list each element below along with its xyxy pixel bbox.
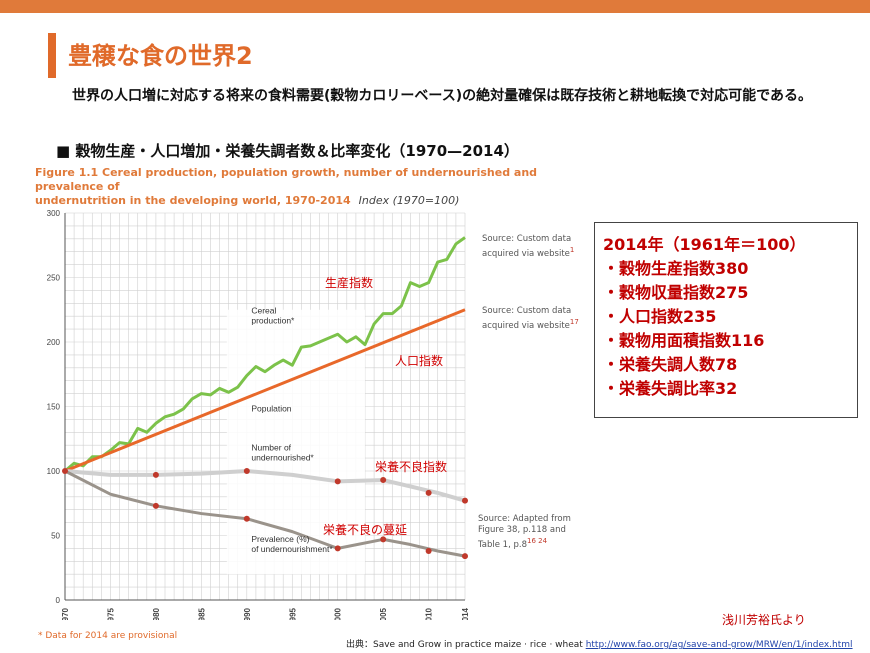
summary-box: 2014年（1961年＝100） ・穀物生産指数380 ・穀物収量指数275 ・… [594, 222, 858, 418]
source-note-production: Source: Custom data acquired via website… [482, 234, 575, 259]
title-accent [48, 33, 56, 78]
data-point [243, 515, 250, 522]
y-tick-label: 300 [47, 209, 61, 218]
source-note-population: Source: Custom data acquired via website… [482, 306, 579, 331]
credit-text: 浅川芳裕氏より [722, 613, 806, 627]
y-tick-label: 50 [51, 532, 60, 541]
x-tick-label: 1990 [243, 607, 252, 620]
x-tick-label: 2010 [425, 607, 434, 620]
index-note: Index (1970=100) [358, 194, 460, 207]
label-prevalence: 栄養不良の蔓延 [323, 523, 408, 537]
summary-item: ・穀物生産指数380 [603, 259, 749, 278]
label-population-index: 人口指数 [395, 354, 444, 368]
data-point [462, 553, 468, 560]
series-line [64, 308, 466, 473]
y-tick-label: 150 [47, 403, 61, 412]
x-tick-label: 1980 [152, 607, 161, 620]
line-chart: 0 50 100 150 200 250 300 1970 1975 1980 1985 1990 19… [47, 209, 470, 620]
data-point [152, 471, 159, 478]
series-line [64, 469, 466, 503]
series-label: Number of undernourished* [251, 442, 314, 462]
section-heading: ■ 穀物生産・人口増加・栄養失調者数＆比率変化（1970—2014） [56, 142, 519, 160]
series-label: Population [251, 404, 291, 414]
data-point [380, 477, 387, 484]
data-point [380, 536, 387, 543]
data-point [62, 468, 68, 474]
y-tick-label: 0 [56, 596, 61, 605]
summary-list: ・穀物生産指数380 ・穀物収量指数275 ・人口指数235 ・穀物用面積指数1… [603, 257, 764, 401]
page-title: 豊穣な食の世界2 [68, 42, 253, 70]
x-tick-label: 2014 [461, 607, 470, 620]
y-tick-label: 200 [47, 338, 61, 347]
data-point [425, 547, 432, 554]
page-subtitle: 世界の人口増に対応する将来の食料需要(穀物カロリーベース)の絶対量確保は既存技術… [72, 88, 812, 104]
source-link[interactable]: http://www.fao.org/ag/save-and-grow/MRW/… [585, 640, 853, 650]
x-tick-label: 2005 [379, 607, 388, 620]
y-tick-label: 100 [47, 467, 61, 476]
figure-title-line2: undernutrition in the developing world, … [35, 194, 351, 207]
source-text: 出典：Save and Grow in practice maize · ric… [346, 640, 583, 650]
summary-heading: 2014年（1961年＝100） [603, 235, 806, 254]
y-tick-label: 250 [47, 274, 61, 283]
summary-item: ・栄養失調人数78 [603, 355, 738, 374]
summary-item: ・栄養失調比率32 [603, 379, 738, 398]
data-point [425, 489, 432, 496]
source-line: 出典：Save and Grow in practice maize · ric… [346, 637, 853, 650]
source-note-undernourishment: Source: Adapted from Figure 38, p.118 an… [478, 514, 571, 550]
data-point [152, 502, 159, 509]
x-tick-label: 1995 [288, 607, 297, 620]
figure-footnote: * Data for 2014 are provisional [38, 631, 178, 641]
data-point [462, 497, 468, 504]
x-tick-label: 1985 [197, 607, 206, 620]
x-tick-label: 1970 [61, 607, 70, 620]
data-point [334, 478, 341, 485]
data-point [334, 545, 341, 552]
summary-item: ・穀物用面積指数116 [603, 331, 765, 350]
x-tick-label: 2000 [334, 607, 343, 620]
series-label: Cereal production* [251, 306, 295, 326]
label-undernourished-index: 栄養不良指数 [375, 460, 448, 474]
series-line [64, 469, 466, 558]
label-backdrop [226, 309, 365, 575]
summary-item: ・人口指数235 [603, 307, 717, 326]
figure-title-line1: Figure 1.1 Cereal production, population… [35, 166, 538, 193]
summary-item: ・穀物収量指数275 [603, 283, 749, 302]
data-point [243, 468, 250, 474]
series-line [64, 236, 466, 473]
label-production-index: 生産指数 [325, 276, 374, 290]
series-label: Prevalence (%) of undernourishment* [251, 534, 333, 554]
top-accent-bar [0, 0, 870, 13]
figure-title: Figure 1.1 Cereal production, population… [35, 166, 555, 208]
x-tick-label: 1975 [106, 607, 115, 620]
